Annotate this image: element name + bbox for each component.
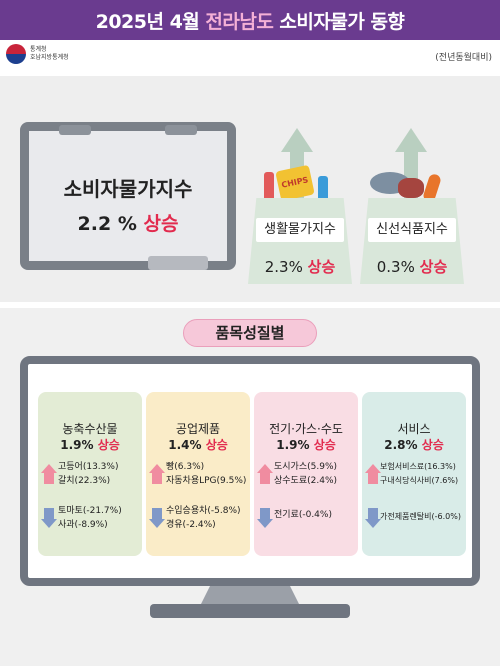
list-item: 도시가스(5.9%) — [274, 462, 338, 472]
rising-items: 보험서비스료(16.3%) 구내식당식사비(7.6%) — [380, 460, 458, 488]
card-title: 서비스 — [397, 422, 431, 436]
list-item: 수입승용차(-5.8%) — [166, 506, 241, 516]
rise-arrow-icon — [149, 464, 165, 484]
header-bar: 2025년 4월 전라남도 소비자물가 동향 — [0, 0, 500, 40]
page-title: 2025년 4월 전라남도 소비자물가 동향 — [96, 7, 405, 34]
board-tray — [148, 256, 208, 270]
list-item: 토마토(-21.7%) — [58, 506, 122, 516]
category-card-agri: 농축수산물 1.9% 상승 고등어(13.3%) 갈치(22.3%) 토마토(-… — [38, 392, 142, 556]
monitor-stand — [200, 586, 300, 606]
list-item: 경유(-2.4%) — [166, 520, 216, 530]
falling-items: 가전제품렌탈비(-6.0%) — [380, 510, 461, 524]
rise-arrow-icon — [281, 128, 313, 152]
list-item: 가전제품렌탈비(-6.0%) — [380, 512, 461, 521]
rising-items: 고등어(13.3%) 갈치(22.3%) — [58, 460, 118, 488]
rise-arrow-icon — [365, 464, 381, 484]
fall-arrow-icon — [365, 508, 381, 528]
rise-arrow-icon — [41, 464, 57, 484]
rising-items: 빵(6.3%) 자동차용LPG(9.5%) — [166, 460, 246, 488]
cpi-board: 소비자물가지수 2.2 % 상승 — [20, 122, 236, 270]
list-item: 구내식당식사비(7.6%) — [380, 476, 459, 485]
subheader-bar — [0, 40, 500, 76]
list-item: 상수도료(2.4%) — [274, 476, 338, 486]
meat-icon — [398, 178, 424, 198]
fresh-index-label: 신선식품지수 — [368, 218, 456, 242]
fall-arrow-icon — [41, 508, 57, 528]
card-title: 전기·가스·수도 — [269, 422, 343, 436]
board-clip-icon — [165, 125, 197, 135]
category-card-industrial: 공업제품 1.4% 상승 빵(6.3%) 자동차용LPG(9.5%) 수입승용차… — [146, 392, 250, 556]
list-item: 자동차용LPG(9.5%) — [166, 476, 247, 486]
category-heading: 품목성질별 — [183, 319, 317, 347]
category-card-utilities: 전기·가스·수도 1.9% 상승 도시가스(5.9%) 상수도료(2.4%) 전… — [254, 392, 358, 556]
title-region: 전라남도 — [205, 10, 274, 33]
living-index-label: 생활물가지수 — [256, 218, 344, 242]
board-clip-icon — [59, 125, 91, 135]
card-title: 공업제품 — [175, 422, 221, 436]
taegeuk-logo-icon — [6, 44, 26, 64]
falling-items: 전기료(-0.4%) — [274, 508, 332, 522]
yoy-note: (전년동월대비) — [435, 53, 492, 63]
cpi-direction: 상승 — [143, 213, 179, 235]
list-item: 갈치(22.3%) — [58, 476, 111, 486]
list-item: 전기료(-0.4%) — [274, 510, 332, 520]
card-value: 1.4% 상승 — [168, 438, 228, 452]
logo-text: 통계청 호남지방통계청 — [30, 46, 69, 61]
title-subject: 소비자물가 동향 — [273, 10, 405, 33]
card-value: 1.9% 상승 — [276, 438, 336, 452]
falling-items: 수입승용차(-5.8%) 경유(-2.4%) — [166, 504, 241, 532]
fall-arrow-icon — [257, 508, 273, 528]
monitor-base — [150, 604, 350, 618]
list-item: 보험서비스료(16.3%) — [380, 462, 456, 471]
rising-items: 도시가스(5.9%) 상수도료(2.4%) — [274, 460, 337, 488]
list-item: 사과(-8.9%) — [58, 520, 108, 530]
bottle-icon — [318, 176, 328, 208]
living-index-value: 2.3% 상승 — [264, 258, 336, 276]
cpi-title: 소비자물가지수 — [63, 177, 193, 201]
category-card-services: 서비스 2.8% 상승 보험서비스료(16.3%) 구내식당식사비(7.6%) … — [362, 392, 466, 556]
section-divider — [0, 302, 500, 308]
fresh-index-value: 0.3% 상승 — [376, 258, 448, 276]
bottle-icon — [264, 172, 274, 208]
list-item: 고등어(13.3%) — [58, 462, 119, 472]
cpi-value: 2.2 % 상승 — [77, 213, 179, 235]
falling-items: 토마토(-21.7%) 사과(-8.9%) — [58, 504, 122, 532]
card-value: 1.9% 상승 — [60, 438, 120, 452]
list-item: 빵(6.3%) — [166, 462, 205, 472]
rise-arrow-icon — [257, 464, 273, 484]
card-value: 2.8% 상승 — [384, 438, 444, 452]
agency-logo: 통계청 호남지방통계청 — [6, 44, 69, 64]
fall-arrow-icon — [149, 508, 165, 528]
card-title: 농축수산물 — [62, 422, 118, 436]
title-date: 2025년 4월 — [95, 10, 206, 33]
rise-arrow-icon — [395, 128, 427, 152]
